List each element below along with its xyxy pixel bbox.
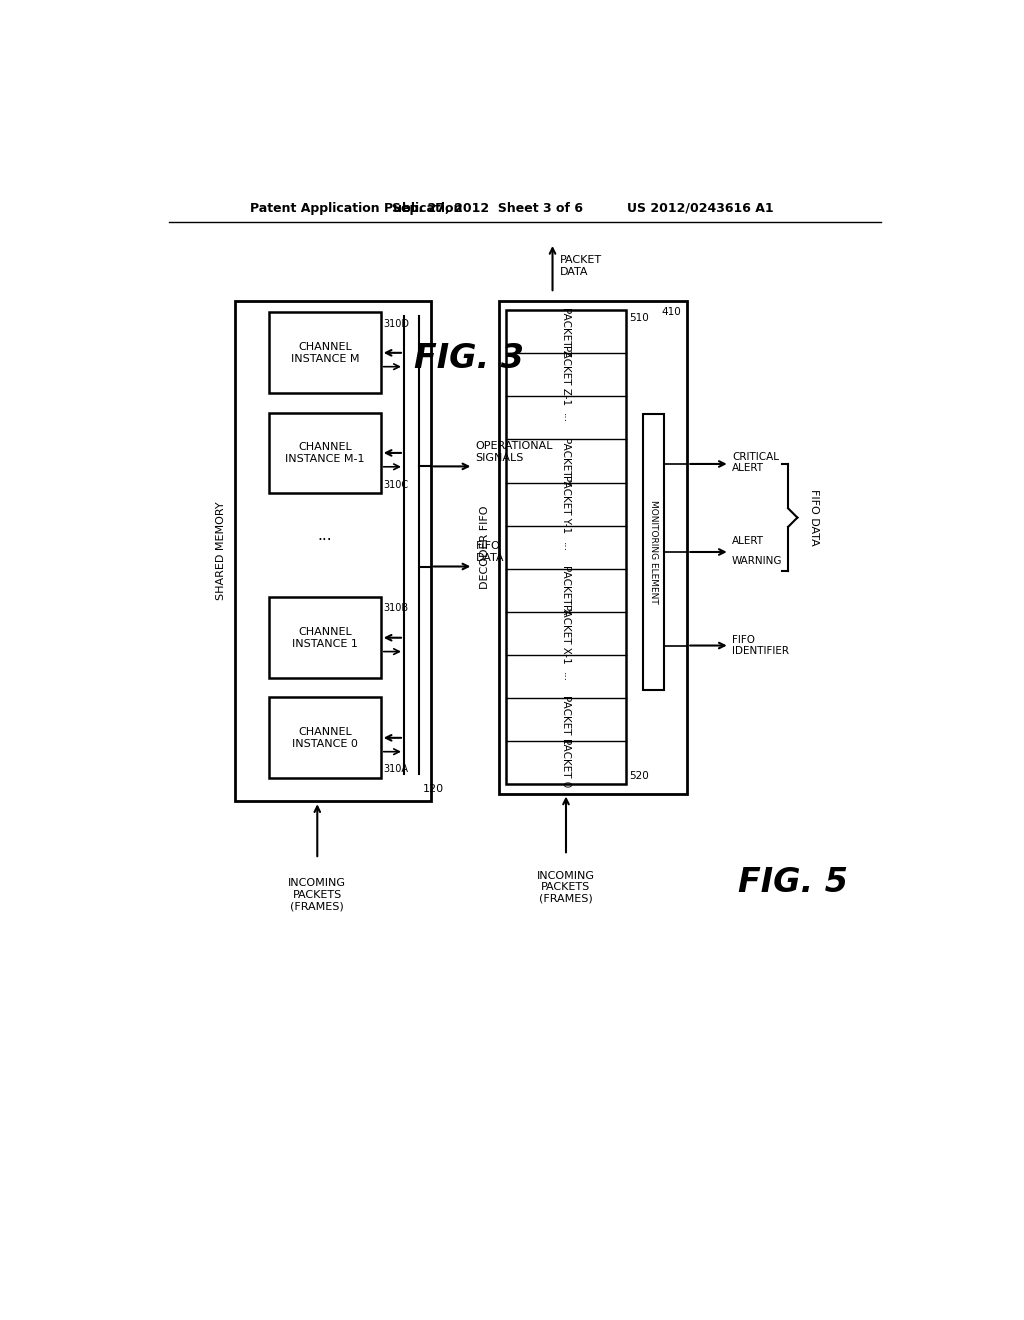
Text: CHANNEL
INSTANCE 1: CHANNEL INSTANCE 1 (292, 627, 358, 648)
Text: PACKET Z-1: PACKET Z-1 (561, 345, 571, 405)
Text: WARNING: WARNING (732, 556, 782, 566)
Bar (269, 313, 381, 393)
Text: CRITICAL
ALERT: CRITICAL ALERT (732, 451, 779, 473)
Text: DECODER FIFO: DECODER FIFO (480, 506, 489, 589)
Text: 410: 410 (662, 308, 681, 317)
Text: PACKET
DATA: PACKET DATA (560, 255, 602, 277)
Text: PACKET Y-1: PACKET Y-1 (561, 475, 571, 533)
Text: 120: 120 (423, 784, 444, 793)
Text: Sep. 27, 2012  Sheet 3 of 6: Sep. 27, 2012 Sheet 3 of 6 (392, 202, 584, 215)
Text: ...: ... (317, 528, 333, 544)
Text: FIFO
IDENTIFIER: FIFO IDENTIFIER (732, 635, 788, 656)
Text: FIFO DATA: FIFO DATA (809, 490, 819, 546)
Text: OPERATIONAL
SIGNALS: OPERATIONAL SIGNALS (475, 441, 553, 462)
Text: PACKET Y: PACKET Y (561, 437, 571, 486)
Bar (234, 301, 431, 801)
Bar (643, 414, 665, 689)
Text: Patent Application Publication: Patent Application Publication (250, 202, 462, 215)
Bar (506, 310, 626, 784)
Text: INCOMING
PACKETS
(FRAMES): INCOMING PACKETS (FRAMES) (289, 878, 346, 912)
Bar (269, 697, 381, 779)
Text: PACKET 0: PACKET 0 (561, 738, 571, 788)
Text: PACKET Z: PACKET Z (561, 306, 571, 356)
Text: 310A: 310A (383, 764, 409, 775)
Bar (269, 412, 381, 494)
Text: CHANNEL
INSTANCE 0: CHANNEL INSTANCE 0 (292, 727, 358, 748)
Text: 510: 510 (629, 313, 648, 323)
Text: CHANNEL
INSTANCE M-1: CHANNEL INSTANCE M-1 (286, 442, 365, 463)
Text: FIG. 5: FIG. 5 (737, 866, 848, 899)
Text: SHARED MEMORY: SHARED MEMORY (216, 502, 225, 601)
Text: FIG. 3: FIG. 3 (415, 342, 524, 375)
Bar (269, 597, 381, 678)
Text: ...: ... (561, 672, 571, 681)
Text: MONITORING ELEMENT: MONITORING ELEMENT (649, 500, 657, 603)
Text: PACKET X-1: PACKET X-1 (561, 603, 571, 664)
Text: ...: ... (561, 543, 571, 552)
Text: PACKET X: PACKET X (561, 565, 571, 615)
Text: INCOMING
PACKETS
(FRAMES): INCOMING PACKETS (FRAMES) (537, 871, 595, 904)
Text: FIFO
DATA: FIFO DATA (475, 541, 504, 562)
Text: US 2012/0243616 A1: US 2012/0243616 A1 (628, 202, 774, 215)
Text: PACKET 1: PACKET 1 (561, 696, 571, 744)
Text: 310B: 310B (383, 603, 409, 614)
Text: 310C: 310C (383, 479, 409, 490)
Text: 310D: 310D (383, 318, 410, 329)
Text: ALERT: ALERT (732, 536, 764, 546)
Bar (499, 301, 687, 793)
Text: ...: ... (561, 413, 571, 422)
Text: 520: 520 (629, 771, 648, 781)
Text: CHANNEL
INSTANCE M: CHANNEL INSTANCE M (291, 342, 359, 363)
